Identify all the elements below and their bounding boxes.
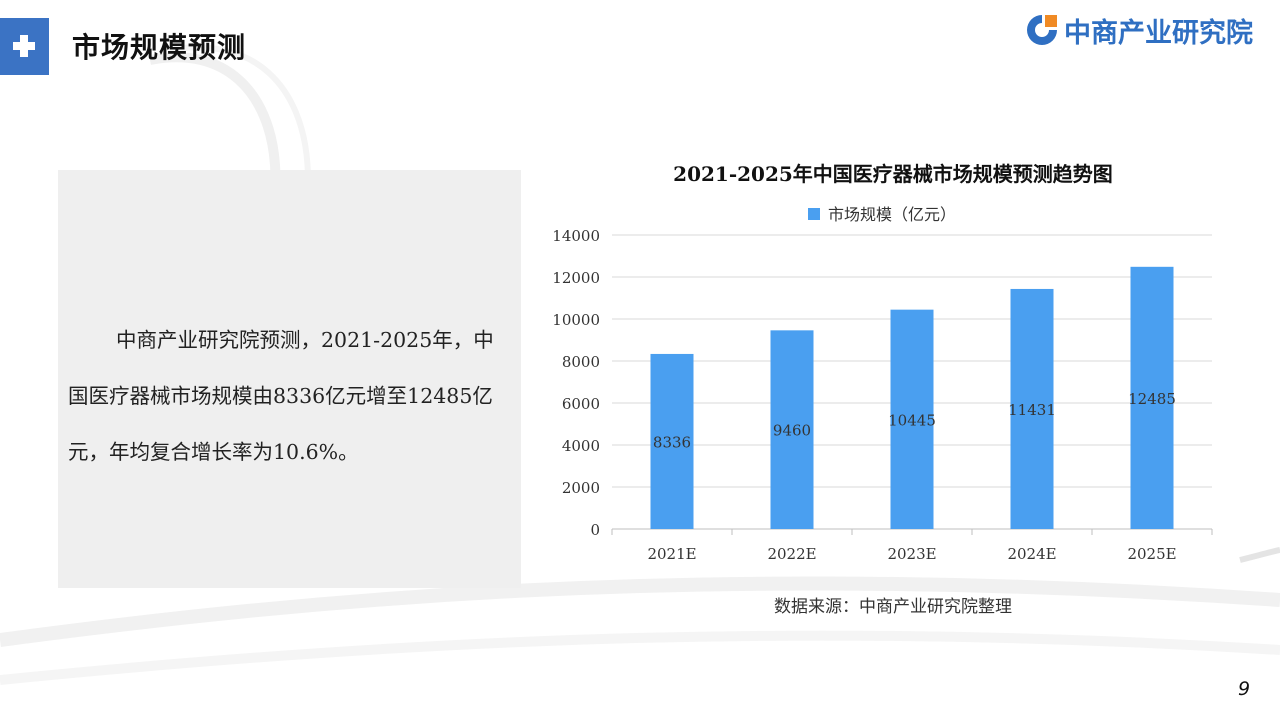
- page-title: 市场规模预测: [72, 31, 247, 64]
- y-tick-label: 10000: [552, 311, 600, 329]
- data-label: 10445: [888, 411, 936, 429]
- data-label: 12485: [1128, 390, 1176, 408]
- company-logo: 中商产业研究院: [1024, 11, 1253, 49]
- bar: [1010, 288, 1054, 529]
- bar: [890, 309, 934, 529]
- y-tick-label: 4000: [562, 437, 600, 455]
- x-tick-label: 2023E: [887, 545, 936, 563]
- header-plus-badge: [0, 18, 49, 75]
- y-tick-label: 12000: [552, 269, 600, 287]
- bar: [1130, 266, 1174, 529]
- y-tick-label: 2000: [562, 479, 600, 497]
- summary-paragraph: 中商产业研究院预测，2021-2025年，中国医疗器械市场规模由8336亿元增至…: [68, 328, 494, 464]
- bar: [770, 330, 814, 529]
- x-tick-label: 2022E: [767, 545, 816, 563]
- logo-mark-icon: [1027, 15, 1057, 45]
- x-tick-label: 2024E: [1007, 545, 1056, 563]
- summary-panel: 中商产业研究院预测，2021-2025年，中国医疗器械市场规模由8336亿元增至…: [58, 170, 521, 588]
- data-label: 8336: [653, 433, 691, 451]
- y-tick-label: 0: [590, 521, 600, 539]
- data-source: 数据来源：中商产业研究院整理: [774, 597, 1012, 617]
- x-tick-label: 2021E: [647, 545, 696, 563]
- y-tick-label: 6000: [562, 395, 600, 413]
- chart-title: 2021-2025年中国医疗器械市场规模预测趋势图: [673, 162, 1113, 186]
- x-tick-label: 2025E: [1127, 545, 1176, 563]
- bar-chart: 0 2000 4000 6000 8000 10000 12000 14000 8336 2021…: [552, 205, 1213, 563]
- logo-text: 中商产业研究院: [1064, 17, 1253, 49]
- data-label: 11431: [1008, 401, 1056, 419]
- y-tick-label: 14000: [552, 227, 600, 245]
- data-label: 9460: [773, 422, 811, 440]
- page-number: 9: [1238, 678, 1251, 700]
- bar: [650, 353, 694, 529]
- y-tick-label: 8000: [562, 353, 600, 371]
- legend-label: 市场规模（亿元）: [828, 205, 956, 224]
- legend-swatch: [808, 208, 820, 220]
